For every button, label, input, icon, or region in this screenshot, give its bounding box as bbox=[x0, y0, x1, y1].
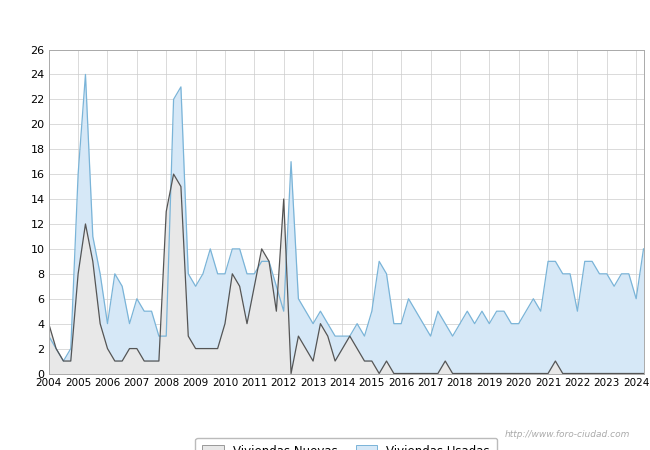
Text: http://www.foro-ciudad.com: http://www.foro-ciudad.com bbox=[505, 430, 630, 439]
Text: Moraleja del Vino - Evolucion del Nº de Transacciones Inmobiliarias: Moraleja del Vino - Evolucion del Nº de … bbox=[102, 16, 548, 29]
Legend: Viviendas Nuevas, Viviendas Usadas: Viviendas Nuevas, Viviendas Usadas bbox=[195, 438, 497, 450]
